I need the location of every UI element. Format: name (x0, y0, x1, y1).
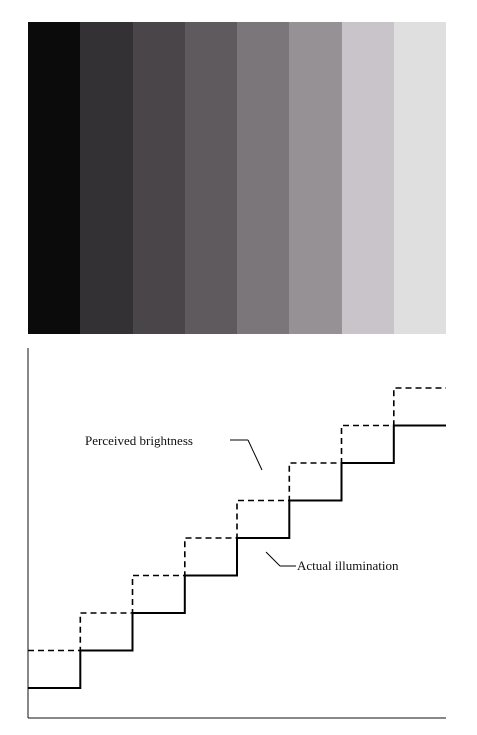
gray-step-strip (28, 22, 446, 334)
gray-band-6 (289, 22, 342, 334)
gray-band-3 (132, 22, 185, 334)
perceived-brightness-leader-diag (247, 439, 263, 471)
actual-illumination-label: Actual illumination (297, 558, 399, 573)
gray-band-8 (393, 22, 446, 334)
gray-band-7 (341, 22, 394, 334)
actual-illumination-leader (265, 551, 281, 567)
actual-illumination-line (28, 424, 446, 689)
gray-band-1 (28, 22, 81, 334)
perceived-brightness-line (28, 387, 446, 652)
gray-band-5 (237, 22, 290, 334)
perceived-brightness-label: Perceived brightness (85, 433, 193, 448)
gray-band-2 (80, 22, 133, 334)
gray-band-4 (184, 22, 237, 334)
